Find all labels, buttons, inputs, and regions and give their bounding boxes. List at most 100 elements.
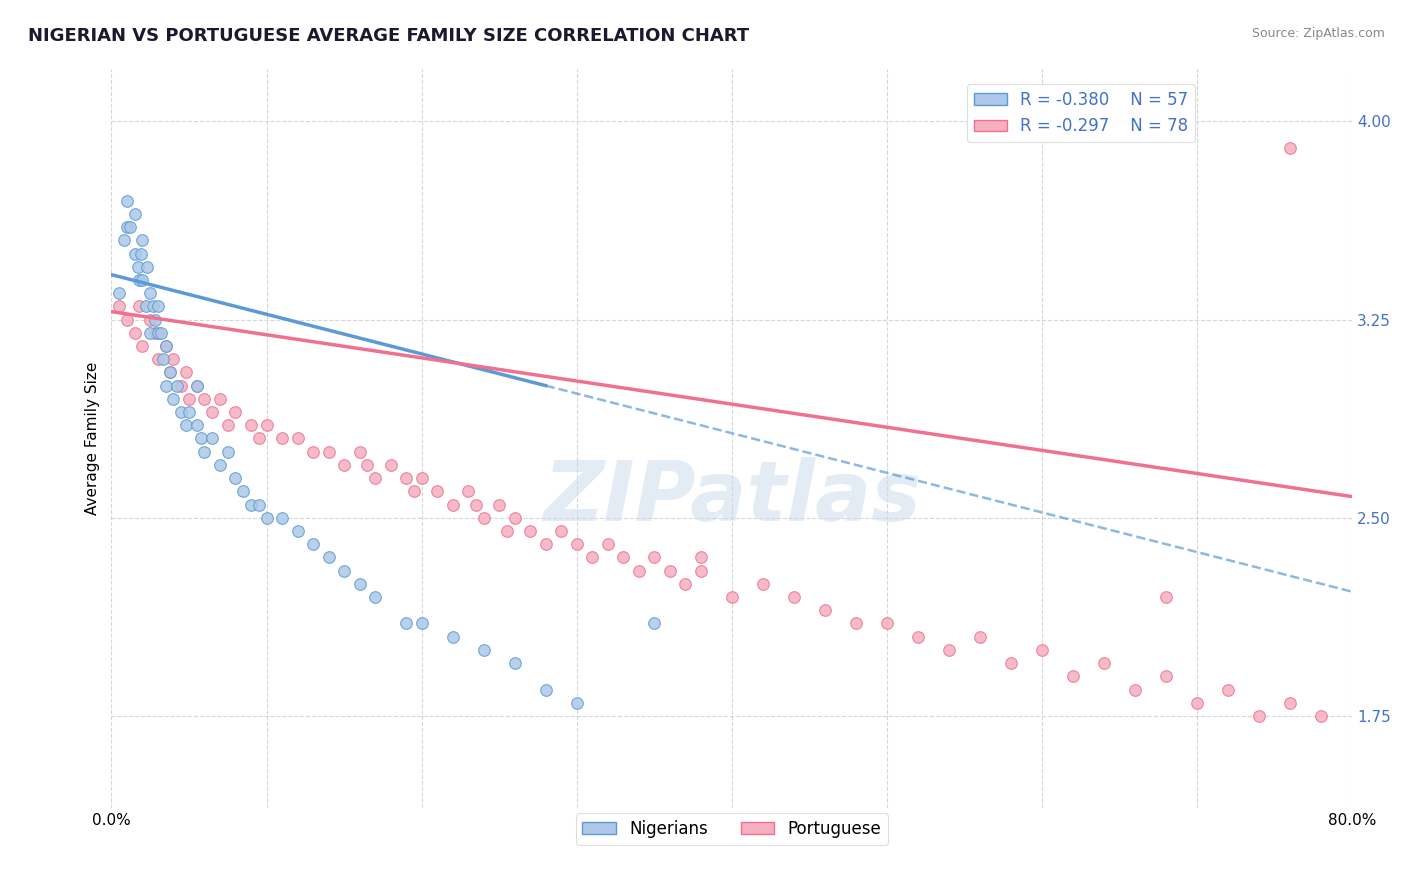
Point <box>752 577 775 591</box>
Point <box>128 299 150 313</box>
Point <box>1310 709 1333 723</box>
Point <box>247 432 270 446</box>
Point <box>186 378 208 392</box>
Legend: Nigerians, Portuguese: Nigerians, Portuguese <box>575 814 889 845</box>
Point <box>159 366 181 380</box>
Point <box>131 273 153 287</box>
Point <box>162 392 184 406</box>
Point <box>364 471 387 485</box>
Point <box>503 656 526 670</box>
Point <box>596 537 619 551</box>
Point <box>240 418 263 433</box>
Point <box>139 286 162 301</box>
Point <box>124 326 146 340</box>
Point <box>177 405 200 419</box>
Point <box>565 537 588 551</box>
Point <box>208 392 231 406</box>
Point <box>155 339 177 353</box>
Point <box>131 339 153 353</box>
Point <box>938 643 960 657</box>
Point <box>550 524 572 538</box>
Point <box>186 378 208 392</box>
Point <box>333 458 356 472</box>
Point <box>1154 669 1177 683</box>
Point <box>534 682 557 697</box>
Point <box>135 299 157 313</box>
Point <box>287 432 309 446</box>
Point <box>115 220 138 235</box>
Point <box>131 233 153 247</box>
Point <box>845 616 868 631</box>
Point <box>411 616 433 631</box>
Point <box>519 524 541 538</box>
Point <box>232 484 254 499</box>
Point <box>1154 590 1177 604</box>
Point <box>162 352 184 367</box>
Point <box>146 299 169 313</box>
Point <box>174 418 197 433</box>
Point <box>464 498 486 512</box>
Point <box>411 471 433 485</box>
Point <box>271 510 294 524</box>
Point <box>129 246 152 260</box>
Text: ZIPatlas: ZIPatlas <box>543 458 921 538</box>
Point <box>143 326 166 340</box>
Point <box>177 392 200 406</box>
Point <box>1092 656 1115 670</box>
Point <box>673 577 696 591</box>
Point <box>496 524 519 538</box>
Point <box>201 405 224 419</box>
Point <box>256 510 278 524</box>
Point <box>1279 696 1302 710</box>
Point <box>426 484 449 499</box>
Point <box>402 484 425 499</box>
Point <box>349 577 371 591</box>
Point <box>139 312 162 326</box>
Point <box>565 696 588 710</box>
Point <box>150 326 173 340</box>
Point <box>441 630 464 644</box>
Point <box>302 537 325 551</box>
Point <box>488 498 510 512</box>
Point <box>302 444 325 458</box>
Point <box>159 366 181 380</box>
Point <box>174 366 197 380</box>
Point <box>1185 696 1208 710</box>
Text: Source: ZipAtlas.com: Source: ZipAtlas.com <box>1251 27 1385 40</box>
Point <box>124 246 146 260</box>
Point <box>395 471 418 485</box>
Point <box>139 326 162 340</box>
Point <box>1279 141 1302 155</box>
Point <box>814 603 837 617</box>
Point <box>240 498 263 512</box>
Point <box>247 498 270 512</box>
Point <box>721 590 744 604</box>
Point <box>612 550 634 565</box>
Point <box>581 550 603 565</box>
Point <box>118 220 141 235</box>
Point <box>217 444 239 458</box>
Point <box>969 630 991 644</box>
Point <box>1062 669 1084 683</box>
Point <box>380 458 402 472</box>
Point <box>166 378 188 392</box>
Point <box>128 273 150 287</box>
Point <box>441 498 464 512</box>
Point <box>457 484 479 499</box>
Point <box>108 299 131 313</box>
Point <box>155 378 177 392</box>
Point <box>190 432 212 446</box>
Point <box>115 312 138 326</box>
Point <box>689 564 711 578</box>
Point <box>783 590 806 604</box>
Point <box>689 550 711 565</box>
Point <box>186 418 208 433</box>
Point <box>356 458 378 472</box>
Y-axis label: Average Family Size: Average Family Size <box>86 362 100 516</box>
Point <box>224 405 246 419</box>
Point <box>1123 682 1146 697</box>
Point <box>108 286 131 301</box>
Point <box>349 444 371 458</box>
Point <box>287 524 309 538</box>
Point <box>658 564 681 578</box>
